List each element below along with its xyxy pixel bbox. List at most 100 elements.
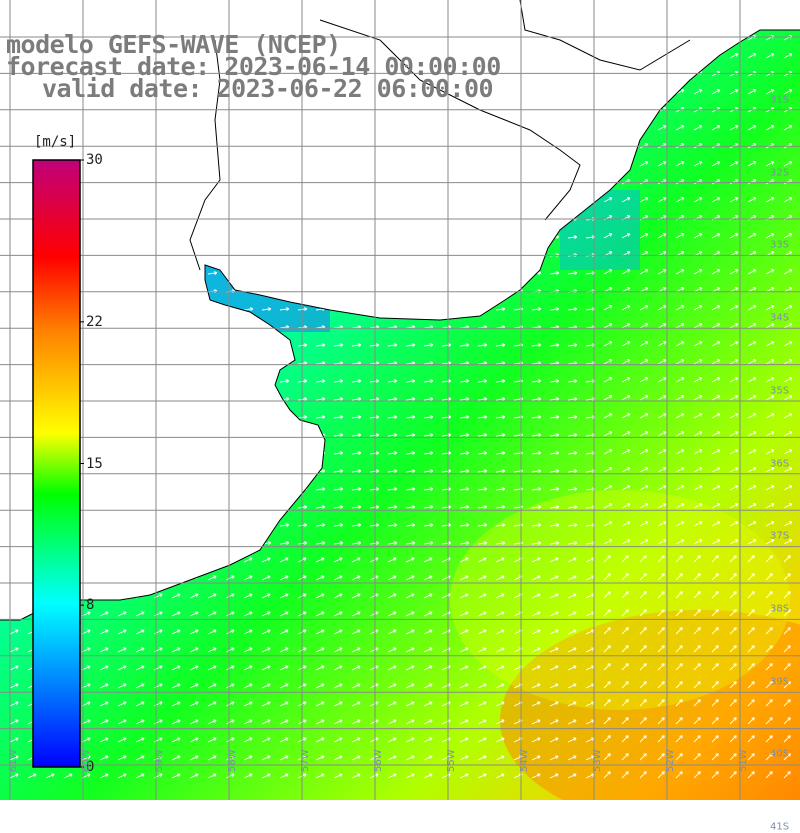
wind-vector <box>459 523 470 527</box>
wind-vector <box>315 719 325 725</box>
wind-vector <box>711 233 721 239</box>
wind-vector <box>711 627 719 635</box>
wind-vector <box>657 449 667 455</box>
wind-vector <box>369 737 379 743</box>
wind-vector <box>171 523 182 527</box>
colorbar-tick-label: 22 <box>86 313 103 330</box>
wind-vector <box>279 629 289 635</box>
wind-vector <box>171 611 181 617</box>
wind-vector <box>117 163 128 167</box>
wind-vector <box>153 541 164 545</box>
wind-vector <box>675 323 685 329</box>
wind-vector <box>531 343 542 347</box>
wind-vector <box>783 539 793 545</box>
wind-vector <box>153 415 164 419</box>
wind-vector <box>405 523 416 527</box>
wind-vector <box>207 665 217 671</box>
wind-vector <box>567 755 577 761</box>
wind-vector <box>729 341 739 347</box>
wind-vector <box>747 645 755 653</box>
wind-vector <box>99 415 110 419</box>
wind-vector <box>315 683 325 689</box>
wind-vector <box>135 557 145 563</box>
wind-vector <box>261 451 272 455</box>
wind-vector <box>351 683 361 689</box>
wind-vector <box>135 397 146 401</box>
wind-vector <box>189 541 200 545</box>
wind-vector <box>225 469 236 473</box>
wind-vector <box>477 127 488 131</box>
wind-vector <box>693 395 703 401</box>
wind-vector <box>477 701 487 707</box>
wind-vector <box>171 773 181 779</box>
wind-vector <box>477 575 487 581</box>
wind-vector <box>441 487 452 491</box>
wind-vector <box>549 575 559 581</box>
wind-vector <box>747 305 757 311</box>
wind-vector <box>315 397 326 401</box>
wind-vector <box>441 379 452 383</box>
wind-vector <box>387 379 398 383</box>
wind-vector <box>279 343 290 347</box>
wind-vector <box>189 719 199 725</box>
wind-vector <box>225 235 236 239</box>
wind-vector <box>423 379 434 383</box>
wind-vector <box>261 379 272 383</box>
wind-vector <box>315 379 326 383</box>
wind-vector <box>729 591 737 599</box>
wind-vector <box>333 181 344 185</box>
wind-vector <box>153 379 164 383</box>
wind-vector <box>261 611 271 617</box>
wind-vector <box>603 377 613 383</box>
wind-vector <box>279 557 289 563</box>
wind-vector <box>189 683 199 689</box>
wind-vector <box>693 753 701 761</box>
wind-vector <box>495 611 505 617</box>
wind-vector <box>99 611 109 617</box>
wind-vector <box>189 773 199 779</box>
wind-vector <box>387 523 398 527</box>
wind-vector <box>549 307 560 311</box>
wind-vector <box>603 753 611 761</box>
wind-vector <box>693 323 703 329</box>
wind-vector <box>549 629 559 635</box>
wind-vector <box>459 773 469 779</box>
wind-vector <box>261 343 272 347</box>
wind-vector <box>387 181 398 185</box>
wind-vector <box>279 181 290 185</box>
wind-vector <box>315 647 325 653</box>
wind-vector <box>693 539 703 545</box>
wind-vector <box>765 89 775 95</box>
wind-vector <box>765 699 773 707</box>
wind-vector <box>675 197 685 203</box>
wind-vector <box>153 163 164 167</box>
wind-vector <box>495 647 505 653</box>
wind-vector <box>693 341 703 347</box>
wind-vector <box>99 235 110 239</box>
wind-vector <box>567 343 578 347</box>
wind-vector <box>369 199 380 203</box>
wind-vector <box>747 179 757 185</box>
wind-vector <box>531 91 542 95</box>
wind-vector <box>495 37 506 41</box>
wind-vector <box>711 645 719 653</box>
wind-vector <box>351 647 361 653</box>
wind-vector <box>171 181 182 185</box>
wind-vector <box>351 379 362 383</box>
wind-vector <box>441 343 452 347</box>
wind-vector <box>441 163 452 167</box>
wind-vector <box>693 627 701 635</box>
wind-vector <box>693 287 703 293</box>
wind-vector <box>423 737 433 743</box>
wind-vector <box>369 629 379 635</box>
wind-vector <box>729 609 737 617</box>
wind-vector <box>675 521 685 527</box>
wind-vector <box>405 487 416 491</box>
wind-vector <box>459 647 469 653</box>
wind-vector <box>603 179 613 185</box>
wind-vector <box>333 415 344 419</box>
wind-vector <box>405 199 416 203</box>
wind-vector <box>765 503 775 509</box>
wind-vector <box>243 719 253 725</box>
wind-vector <box>603 431 613 437</box>
